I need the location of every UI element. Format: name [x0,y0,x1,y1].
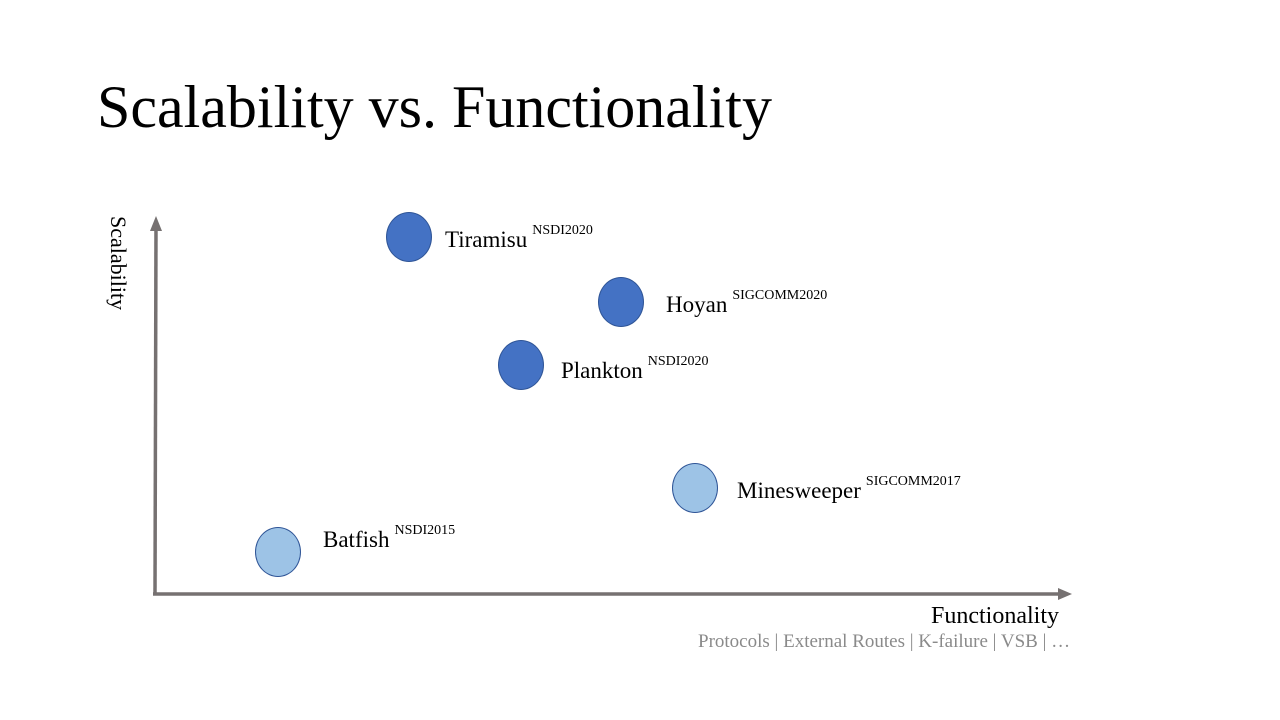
system-name: Minesweeper [737,478,861,503]
system-venue: SIGCOMM2020 [732,288,828,303]
slide-title: Scalability vs. Functionality [97,74,772,140]
system-venue: NSDI2020 [647,354,709,369]
y-axis-line [153,225,158,595]
x-axis-arrowhead [1058,588,1072,600]
system-dot-tiramisu [386,212,432,262]
y-axis-arrowhead [150,216,162,231]
system-dot-minesweeper [672,463,718,513]
system-venue: NSDI2015 [394,523,456,538]
system-venue: NSDI2020 [532,223,593,238]
system-label-plankton: Plankton NSDI2020 [561,355,708,383]
system-dot-hoyan [598,277,644,327]
system-venue: SIGCOMM2017 [865,474,961,489]
system-label-minesweeper: Minesweeper SIGCOMM2017 [737,475,961,503]
system-label-hoyan: Hoyan SIGCOMM2020 [666,289,827,317]
system-name: Hoyan [666,292,728,317]
system-label-tiramisu: Tiramisu NSDI2020 [445,224,593,252]
system-dot-batfish [255,527,301,577]
system-name: Tiramisu [445,227,528,252]
x-axis-label: Functionality [931,603,1059,629]
system-name: Batfish [323,527,390,552]
system-dot-plankton [498,340,544,390]
x-axis-sublabel: Protocols | External Routes | K-failure … [698,631,1071,652]
system-label-batfish: Batfish NSDI2015 [323,524,455,552]
y-axis-label: Scalability [106,216,131,311]
system-name: Plankton [561,358,643,383]
